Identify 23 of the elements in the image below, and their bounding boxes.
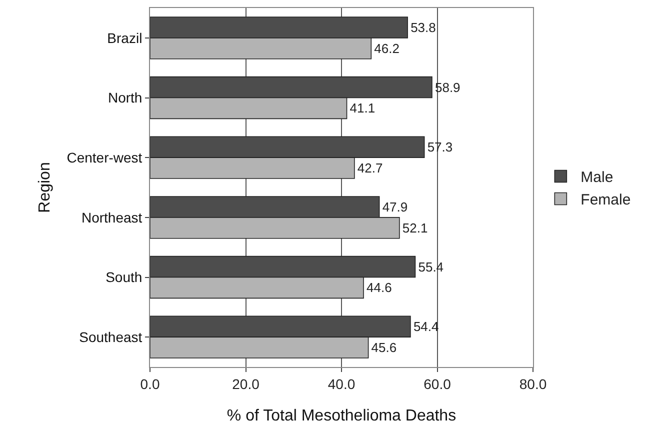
y-tick-label: Center-west [66, 149, 142, 166]
data-label: 46.2 [374, 40, 400, 56]
x-tick-label: 80.0 [519, 376, 547, 392]
x-tick-label: 40.0 [328, 376, 356, 392]
x-tick-label: 0.0 [140, 376, 160, 392]
y-tick-label: Northeast [81, 209, 142, 226]
y-tick-label: South [106, 269, 142, 286]
legend-label: Female [580, 192, 631, 209]
x-tick-label: 60.0 [424, 376, 452, 392]
x-axis-title: % of Total Mesothelioma Deaths [226, 408, 456, 424]
legend-label: Male [580, 169, 614, 186]
data-label: 52.1 [402, 220, 428, 236]
x-tick-label: 20.0 [232, 376, 260, 392]
data-label: 44.6 [366, 280, 392, 296]
y-tick-label: Southeast [79, 328, 142, 345]
data-label: 47.9 [382, 199, 408, 214]
y-axis-title: Region [36, 162, 54, 213]
data-label: 42.7 [357, 160, 383, 176]
y-tick-label: North [108, 90, 142, 106]
data-label: 45.6 [371, 340, 397, 356]
y-tick-label: Brazil [107, 30, 142, 46]
data-label: 41.1 [350, 100, 376, 116]
data-label: 53.8 [410, 20, 436, 35]
